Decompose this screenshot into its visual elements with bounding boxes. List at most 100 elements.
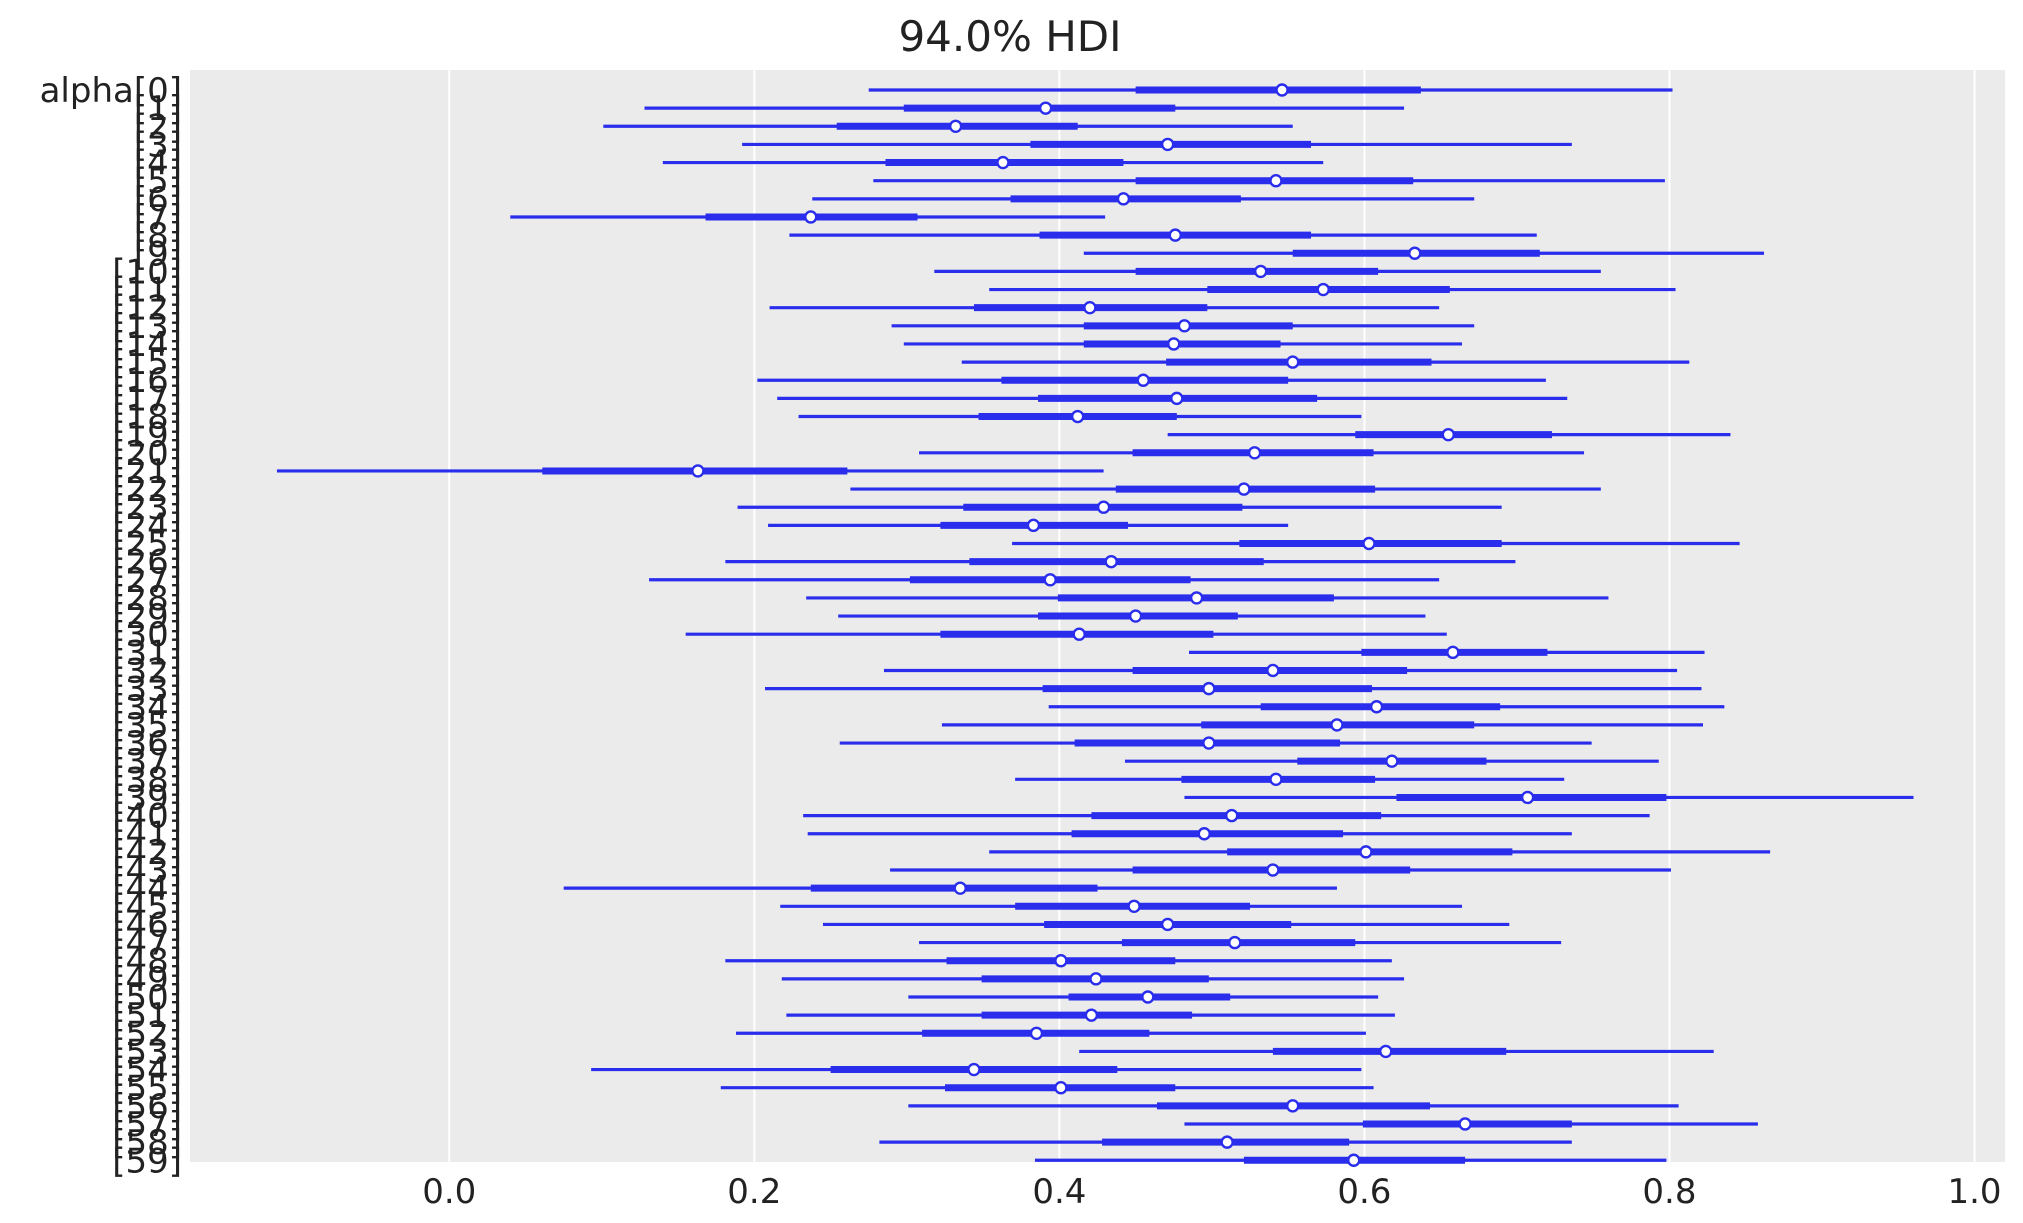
y-tick-label: [34] xyxy=(112,688,182,728)
median-point xyxy=(1408,246,1422,260)
interval-row xyxy=(603,119,1293,133)
median-point xyxy=(1362,536,1376,551)
median-point xyxy=(1286,355,1300,369)
median-point xyxy=(1083,300,1097,315)
y-tick-label: [56] xyxy=(112,1087,182,1127)
median-point xyxy=(1168,228,1182,242)
median-point xyxy=(1189,591,1204,605)
interval-row xyxy=(850,482,1601,496)
interval-row xyxy=(510,210,1106,224)
interval-row xyxy=(798,409,1362,424)
interval-row xyxy=(989,282,1676,297)
interval-row xyxy=(789,228,1537,242)
interval-row xyxy=(868,83,1673,97)
y-tick-label: [15] xyxy=(112,343,182,383)
median-point xyxy=(1228,935,1242,950)
median-point xyxy=(1136,373,1150,387)
y-tick-label: [30] xyxy=(112,615,182,655)
y-tick-label: [18] xyxy=(112,398,182,438)
y-tick-label: [28] xyxy=(112,579,182,619)
y-tick-label: [39] xyxy=(112,778,182,818)
median-point xyxy=(1253,264,1268,279)
y-tick-label: [32] xyxy=(112,651,182,691)
interval-row xyxy=(781,972,1405,986)
median-point xyxy=(1177,319,1192,333)
y-tick-label: [41] xyxy=(112,815,182,855)
interval-row xyxy=(276,464,1104,478)
interval-row xyxy=(725,954,1392,968)
interval-row xyxy=(725,554,1516,569)
interval-row xyxy=(873,173,1665,188)
interval-row xyxy=(780,899,1463,913)
median-point xyxy=(1054,1080,1068,1095)
median-point xyxy=(1359,845,1373,859)
interval-row xyxy=(890,863,1671,877)
interval-row xyxy=(838,609,1426,623)
interval-row xyxy=(961,355,1690,369)
median-point xyxy=(1458,1117,1472,1131)
y-tick-label: [4] xyxy=(134,144,182,184)
median-point xyxy=(1202,736,1216,750)
y-tick-label: [20] xyxy=(112,434,182,474)
y-tick-label: [37] xyxy=(112,742,182,782)
interval-row xyxy=(883,663,1678,678)
median-point xyxy=(1330,718,1344,732)
hdi-intervals xyxy=(276,83,1914,1167)
y-tick-label: [36] xyxy=(112,724,182,764)
median-point xyxy=(1369,700,1384,714)
y-tick-label: [26] xyxy=(112,543,182,583)
interval-row xyxy=(591,1062,1362,1077)
median-point xyxy=(1026,518,1041,533)
y-tick-label: [27] xyxy=(112,561,182,601)
interval-row xyxy=(662,155,1324,170)
median-point xyxy=(1520,790,1535,805)
interval-row xyxy=(1189,645,1705,660)
y-tick-label: [52] xyxy=(112,1014,182,1054)
median-point xyxy=(1084,1008,1099,1022)
median-point xyxy=(1072,627,1086,641)
interval-row xyxy=(908,1099,1679,1113)
median-point xyxy=(1167,337,1181,351)
y-tick-label: [33] xyxy=(112,670,182,710)
y-tick-label: [50] xyxy=(112,978,182,1018)
y-tick-label: [25] xyxy=(112,525,182,565)
interval-row xyxy=(806,591,1609,605)
interval-row xyxy=(769,300,1440,315)
interval-row xyxy=(1124,754,1659,768)
interval-row xyxy=(1083,246,1765,260)
median-point xyxy=(1096,500,1111,514)
interval-row xyxy=(786,1008,1395,1022)
median-point xyxy=(1170,391,1184,406)
y-tick-label: [51] xyxy=(112,996,182,1036)
y-tick-label: [17] xyxy=(112,379,182,419)
median-point xyxy=(996,155,1010,170)
y-tick-label: [54] xyxy=(112,1051,182,1091)
x-tick-label: 0.4 xyxy=(1032,1172,1086,1212)
interval-row xyxy=(1184,790,1914,805)
y-tick-label: [40] xyxy=(112,797,182,837)
y-tick-label: [44] xyxy=(112,869,182,909)
x-tick-label: 0.0 xyxy=(422,1172,476,1212)
y-tick-label: [47] xyxy=(112,924,182,964)
median-point xyxy=(1038,101,1053,115)
interval-row xyxy=(1184,1117,1758,1131)
y-tick-label: [38] xyxy=(112,760,182,800)
y-tick-label: [1] xyxy=(134,89,182,129)
median-point xyxy=(948,119,963,133)
median-point xyxy=(1197,827,1211,841)
interval-row xyxy=(1079,1044,1714,1059)
y-tick-label: [55] xyxy=(112,1069,182,1109)
y-tick-label: [31] xyxy=(112,633,182,673)
interval-row xyxy=(685,627,1447,641)
y-tick-label: alpha[0] xyxy=(40,71,182,111)
y-tick-label: [42] xyxy=(112,833,182,873)
interval-row xyxy=(1034,1153,1667,1167)
median-point xyxy=(1316,282,1330,297)
y-tick-label: [22] xyxy=(112,470,182,510)
median-point xyxy=(1127,899,1141,913)
x-tick-label: 0.2 xyxy=(727,1172,781,1212)
median-point xyxy=(1275,83,1289,97)
y-tick-label: [3] xyxy=(134,125,182,165)
x-tick-labels: 0.0 0.2 0.4 0.6 0.8 1.0 xyxy=(422,1172,2001,1212)
